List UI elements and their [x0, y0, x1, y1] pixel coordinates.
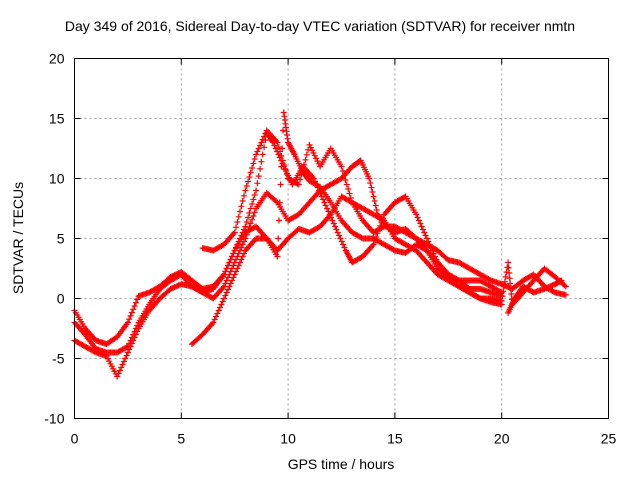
y-tick-label: -5 — [52, 351, 65, 367]
data-point-markers — [189, 109, 569, 348]
y-tick-label: -10 — [44, 411, 64, 427]
series-track-2 — [71, 157, 505, 356]
x-tick-label: 0 — [71, 431, 79, 447]
data-point-markers — [71, 157, 505, 356]
x-axis-label: GPS time / hours — [287, 456, 395, 472]
series-track-5 — [199, 127, 569, 298]
data-point-markers — [505, 277, 565, 316]
y-tick-label: 0 — [57, 291, 65, 307]
x-tick-label: 5 — [177, 431, 185, 447]
x-tick-label: 10 — [280, 431, 296, 447]
x-tick-label: 15 — [387, 431, 403, 447]
y-tick-label: 5 — [57, 231, 65, 247]
chart-title: Day 349 of 2016, Sidereal Day-to-day VTE… — [64, 18, 576, 34]
data-point-markers — [199, 127, 569, 298]
y-tick-label: 15 — [49, 111, 65, 127]
series-track-6 — [505, 277, 565, 316]
y-tick-label: 10 — [49, 171, 65, 187]
x-tick-label: 25 — [601, 431, 617, 447]
series-track-4 — [189, 109, 569, 348]
y-axis-ticks: -10 -5 0 5 10 15 20 — [44, 51, 609, 427]
x-axis-ticks: 0 5 10 15 20 25 — [71, 58, 617, 447]
y-tick-label: 20 — [49, 51, 65, 67]
data-points — [71, 109, 569, 380]
x-tick-label: 20 — [494, 431, 510, 447]
y-axis-label: SDTVAR / TECUs — [10, 181, 26, 295]
